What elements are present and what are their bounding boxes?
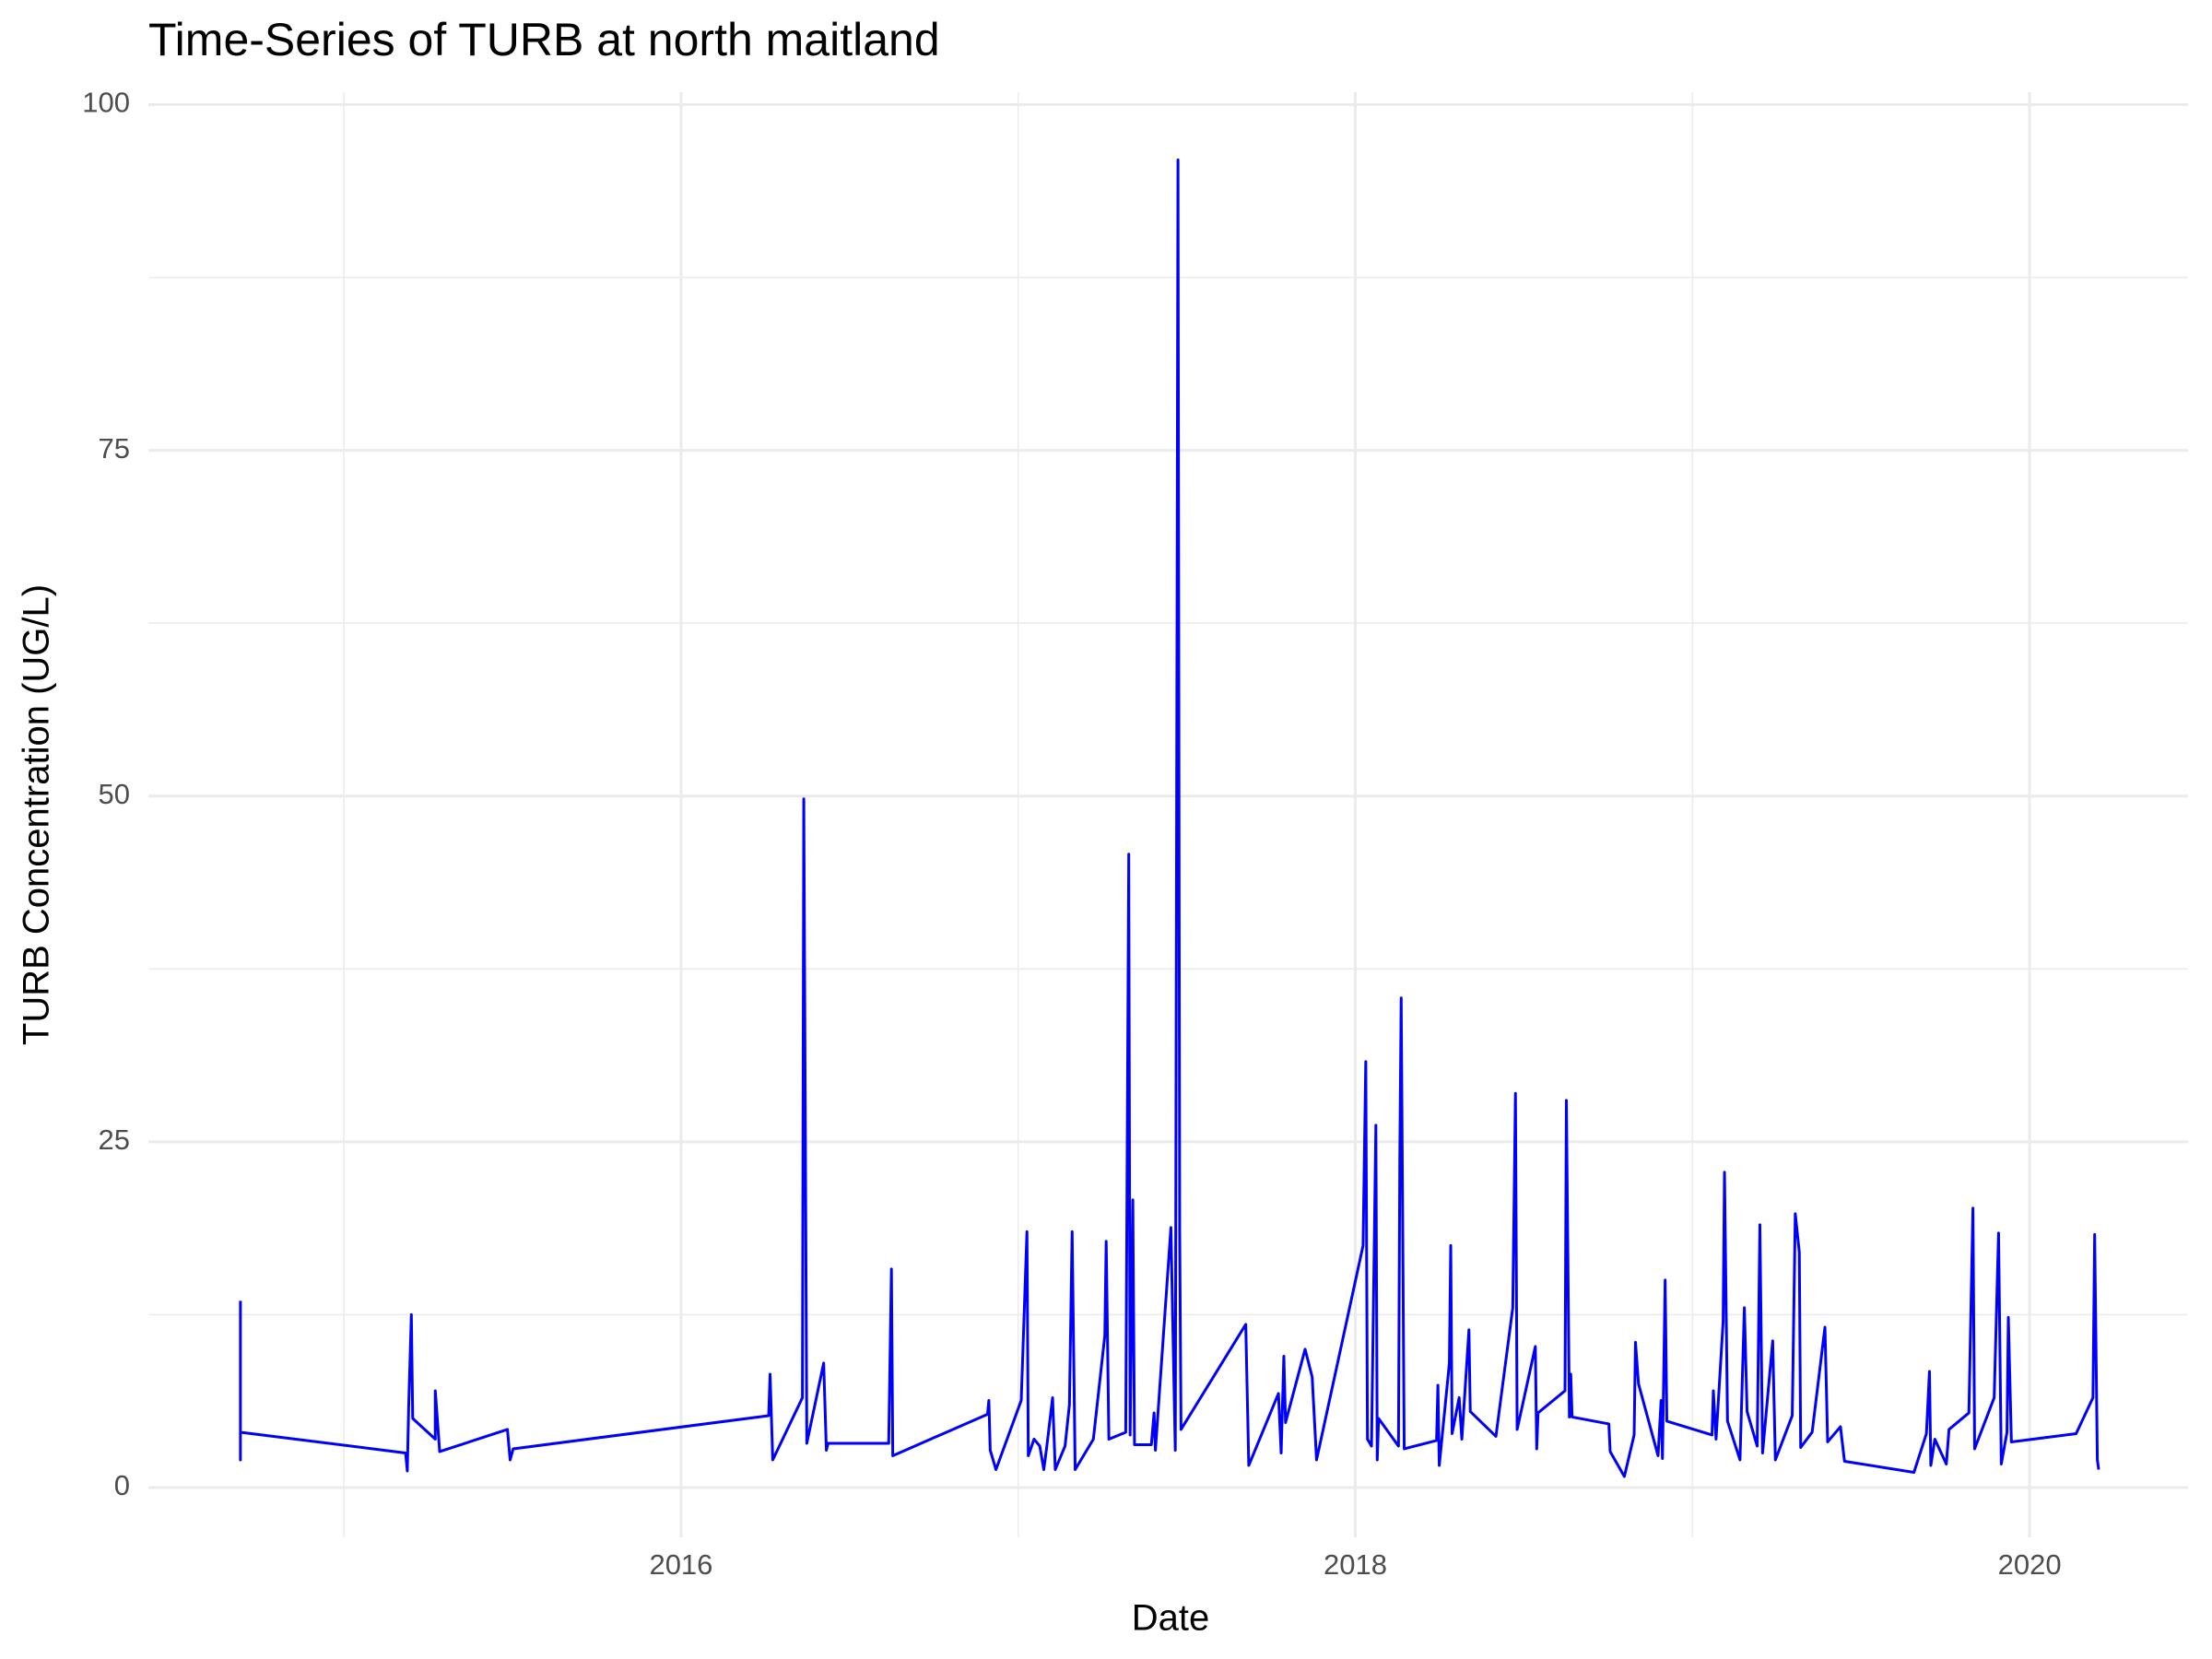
x-tick-label: 2016	[649, 1548, 712, 1581]
y-tick-label: 25	[99, 1124, 130, 1156]
x-axis-title: Date	[1132, 1598, 1210, 1639]
x-tick-label: 2018	[1324, 1548, 1387, 1581]
y-axis-title: TURB Concentration (UG/L)	[17, 584, 57, 1045]
y-tick-label: 100	[82, 87, 130, 119]
x-tick-label: 2020	[1998, 1548, 2062, 1581]
y-tick-label: 75	[99, 432, 130, 465]
series-line	[239, 159, 2100, 1478]
y-tick-label: 0	[114, 1469, 130, 1501]
chart-title: Time-Series of TURB at north maitland	[148, 14, 940, 65]
y-tick-label: 50	[99, 778, 130, 810]
